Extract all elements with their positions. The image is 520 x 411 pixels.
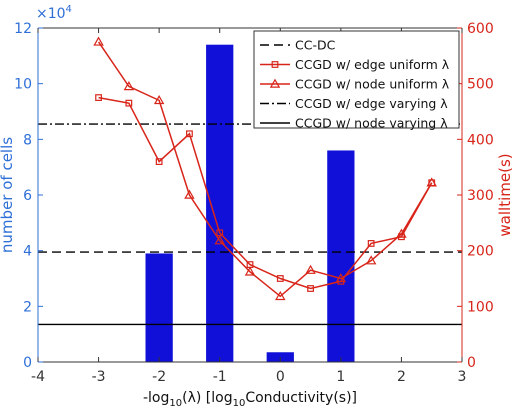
legend-entry: CC-DC bbox=[260, 38, 336, 53]
x-axis-label-sub-2: 10 bbox=[233, 398, 246, 409]
data-point bbox=[244, 266, 256, 276]
data-point bbox=[305, 264, 316, 274]
data-point bbox=[307, 285, 314, 292]
bar bbox=[145, 253, 173, 362]
data-point bbox=[367, 240, 375, 247]
x-tick-label: 2 bbox=[397, 369, 406, 385]
x-tick-label: 0 bbox=[276, 369, 285, 385]
legend-entries: CC-DC CCGD w/ edge uniform λ CCGD w/ node … bbox=[260, 38, 450, 131]
right-tick-label: 500 bbox=[467, 77, 494, 93]
left-axis-exponent-base: ×10 bbox=[36, 6, 66, 22]
x-axis-label: -log10(λ) [log10Conductivity(s)] bbox=[143, 390, 357, 409]
data-point bbox=[269, 78, 281, 88]
data-point bbox=[365, 255, 377, 265]
data-point bbox=[396, 228, 407, 238]
x-tick-label: -2 bbox=[152, 369, 166, 385]
left-tick-label: 6 bbox=[23, 188, 32, 204]
series-line bbox=[98, 96, 433, 290]
series-group bbox=[93, 36, 437, 301]
left-tick-label: 0 bbox=[23, 355, 32, 371]
left-axis-exponent: ×104 bbox=[36, 4, 72, 22]
legend-label: CCGD w/ node uniform λ bbox=[295, 77, 450, 92]
legend-label: CC-DC bbox=[295, 38, 336, 53]
right-tick-label: 300 bbox=[467, 188, 494, 204]
data-point bbox=[95, 94, 102, 101]
data-point bbox=[275, 290, 286, 301]
data-point bbox=[335, 273, 347, 283]
x-tick-label: 1 bbox=[336, 369, 345, 385]
left-axis-label: number of cells bbox=[0, 137, 16, 253]
x-axis-label-part-3: Conductivity(s)] bbox=[245, 390, 357, 406]
left-tick-label: 8 bbox=[23, 132, 32, 148]
right-tick-label: 200 bbox=[467, 244, 494, 260]
data-point bbox=[276, 275, 284, 282]
legend-entry: CCGD w/ edge varying λ bbox=[260, 96, 448, 111]
data-point bbox=[214, 235, 225, 245]
left-tick-label: 10 bbox=[14, 77, 32, 93]
legend-box bbox=[253, 30, 460, 129]
data-point bbox=[271, 61, 279, 68]
legend-entry: CCGD w/ node uniform λ bbox=[260, 77, 450, 92]
x-axis-ticks: -4 -3 -2 -1 0 1 2 3 bbox=[31, 28, 466, 385]
x-axis-label-sub-1: 10 bbox=[169, 398, 182, 409]
legend-entry: CCGD w/ edge uniform λ bbox=[260, 57, 450, 72]
left-tick-label: 12 bbox=[14, 21, 32, 37]
x-tick-label: -1 bbox=[213, 369, 227, 385]
left-axis-ticks: 0 2 4 6 8 10 12 bbox=[14, 21, 43, 371]
data-point bbox=[125, 99, 133, 107]
right-tick-label: 100 bbox=[467, 299, 494, 315]
left-tick-label: 4 bbox=[23, 244, 32, 260]
legend-entry: CCGD w/ node varying λ bbox=[260, 116, 448, 131]
legend: CC-DC CCGD w/ edge uniform λ CCGD w/ node … bbox=[253, 30, 460, 131]
legend-label: CCGD w/ node varying λ bbox=[295, 116, 448, 131]
legend-label: CCGD w/ edge varying λ bbox=[295, 96, 448, 111]
x-axis-label-part-1: -log bbox=[143, 390, 169, 406]
x-tick-label: -3 bbox=[92, 369, 106, 385]
data-point bbox=[186, 130, 193, 138]
x-axis-label-part-2: (λ) [log bbox=[182, 390, 232, 406]
data-point bbox=[184, 189, 195, 199]
right-axis-ticks: 0 100 200 300 400 500 600 bbox=[457, 21, 494, 371]
right-axis-label: walltime(s) bbox=[496, 153, 514, 236]
data-point bbox=[123, 81, 135, 91]
right-tick-label: 400 bbox=[467, 132, 494, 148]
left-tick-label: 2 bbox=[23, 299, 32, 315]
right-tick-label: 600 bbox=[467, 21, 494, 37]
left-axis-exponent-power: 4 bbox=[66, 4, 72, 15]
x-tick-label: 3 bbox=[458, 369, 467, 385]
data-point bbox=[153, 94, 165, 105]
data-point bbox=[426, 177, 437, 187]
right-tick-label: 0 bbox=[467, 355, 476, 371]
legend-label: CCGD w/ edge uniform λ bbox=[295, 57, 450, 72]
series-line bbox=[97, 41, 433, 298]
data-point bbox=[155, 158, 163, 166]
x-tick-label: -4 bbox=[31, 369, 45, 385]
data-point bbox=[93, 36, 104, 46]
bar bbox=[327, 150, 355, 362]
bars-group bbox=[145, 44, 355, 362]
